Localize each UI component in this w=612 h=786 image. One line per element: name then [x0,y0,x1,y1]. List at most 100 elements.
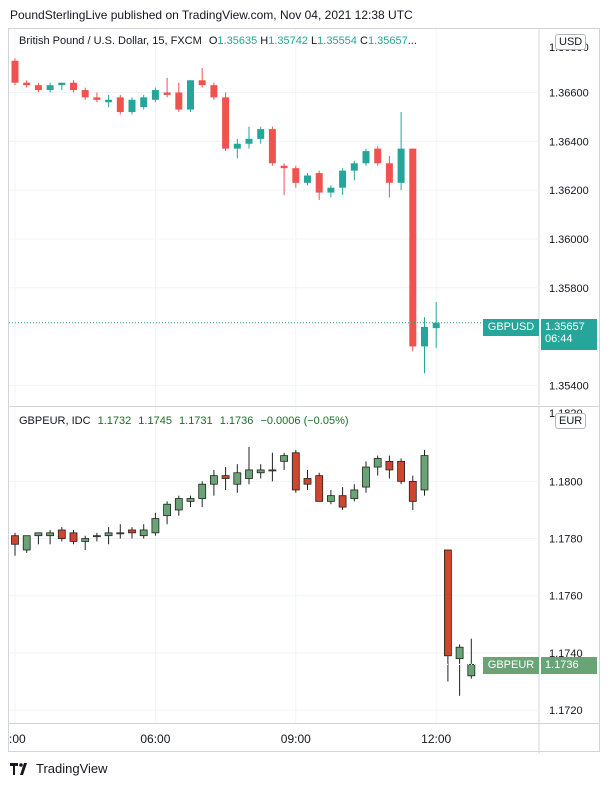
legend2-high: 1.1745 [138,415,172,427]
candle [69,529,78,545]
legend-low-label: L [311,35,318,47]
candle [175,82,183,113]
gbpusd-chart-svg[interactable]: 1.36600 1.36400 1.36200 1.36000 1.35800 1.354… [9,29,599,405]
candle [11,58,19,86]
candle [70,80,77,93]
candle [11,532,19,556]
candle-body [186,498,195,502]
candle [362,461,370,493]
candle-body [443,549,452,657]
candle [421,317,428,374]
candle-body [174,498,183,511]
y-tick-label: 1.36400 [549,136,589,148]
candle [432,301,440,348]
candle [397,458,406,485]
candle [245,126,253,149]
candle-body [105,99,113,103]
candle-body [432,322,440,329]
candle [163,77,171,98]
time-axis[interactable]: :00 06:00 09:00 12:00 [9,723,599,754]
legend2-change: −0.0006 (−0.05%) [260,415,349,427]
gbpeur-symbol-label: GBPEUR [483,657,539,674]
candle-body [175,92,183,110]
legend2-close: 1.1736 [219,415,254,427]
candle [268,452,277,482]
candle-body [163,503,172,517]
pane-gbpusd: 1.36600 1.36400 1.36200 1.36000 1.35800 1.354… [9,29,599,405]
candle-body [455,646,464,660]
candle-body [233,472,242,485]
candle [93,532,101,542]
candle-body [93,535,101,538]
gbpusd-countdown: 06:44 [545,333,573,345]
legend-high: 1.35742 [268,35,308,47]
legend-title: British Pound / U.S. Dollar, 15, FXCM [19,35,202,47]
footer[interactable]: TradingView [10,761,108,776]
candle-body [385,460,394,471]
x-tick-label: 12:00 [421,732,451,746]
tradingview-logo-icon [10,762,27,775]
footer-brand: TradingView [36,761,108,776]
candle [81,535,90,550]
candle-body [116,97,124,113]
chart-header: PoundSterlingLive published on TradingVi… [10,8,413,22]
candle-body [93,97,101,100]
candle-body [362,151,370,164]
candle [339,168,347,196]
candle-body [198,80,206,86]
candle-body [268,469,277,472]
candle [408,475,417,510]
candle-body [104,532,113,537]
candle-body [327,187,335,193]
candle [198,481,207,508]
candle [105,94,113,108]
legend-low: 1.35554 [317,35,357,47]
chart-frame: 1.36600 1.36400 1.36200 1.36000 1.35800 1.354… [8,28,600,754]
candle [222,92,230,152]
candle-body [397,148,405,183]
candle-body [280,165,288,169]
y-tick-label: 1.35400 [549,380,589,392]
candle [304,173,311,186]
candle [116,94,124,115]
candle-body [116,532,125,535]
y-tick-label: 1.1720 [549,705,583,717]
currency-badge-eur[interactable]: EUR [555,413,587,429]
candle [58,82,66,91]
candle-body [303,478,312,485]
candle-body [46,85,54,91]
candle-body [233,143,241,149]
candle-body [11,535,19,545]
candle [46,529,54,545]
candle [373,455,382,476]
y-tick-label: 1.35800 [549,283,589,295]
candle-body [163,92,171,95]
candle-body [128,99,136,113]
candle [280,163,288,196]
candle-body [198,483,207,499]
currency-badge-usd[interactable]: USD [555,34,587,50]
candle [338,487,347,510]
candle [140,94,148,110]
candle-body [280,455,289,462]
legend-close: 1.35657 [367,35,408,47]
candle-body [339,170,347,188]
legend-open-label: O [208,35,218,47]
candle [46,82,54,93]
candle-body [70,82,77,91]
candle [128,97,136,115]
candle-body [187,80,194,110]
candle-body [408,480,417,502]
gbpusd-legend: British Pound / U.S. Dollar, 15, FXCM O 1… [19,35,417,47]
candle [163,501,172,525]
y-tick-label: 1.1780 [549,534,583,546]
candle-body [350,489,359,499]
candle-body [34,532,43,537]
candle [420,449,429,496]
candle-body [409,148,417,347]
candle [22,535,31,553]
legend-ellipsis: ... [407,35,417,47]
candle-body [34,85,42,91]
